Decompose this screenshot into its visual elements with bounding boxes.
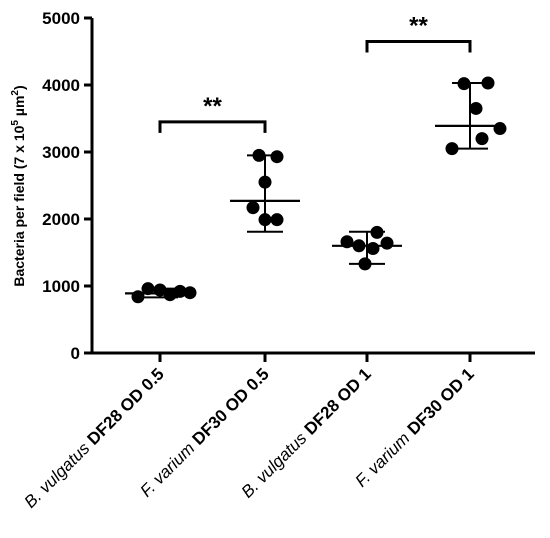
data-point [270, 213, 284, 227]
y-ticks: 0 1000 2000 3000 4000 5000 [42, 9, 92, 363]
x-tick-label-strain: DF28 OD 1 [301, 364, 375, 438]
data-group [125, 282, 197, 304]
x-tick-label-species: B. vulgatus [21, 438, 94, 511]
x-tick-label: F. variumDF30 OD 1 [352, 364, 478, 490]
data-point [173, 284, 187, 298]
data-point [366, 241, 380, 255]
y-tick-label: 4000 [42, 76, 80, 95]
data-point [475, 132, 489, 146]
data-point [258, 175, 272, 189]
y-tick-label: 0 [71, 344, 80, 363]
data-point [258, 213, 272, 227]
x-tick-label-species: B. vulgatus [238, 428, 311, 501]
y-tick-label: 1000 [42, 277, 80, 296]
data-point [131, 290, 145, 304]
bracket-line [158, 120, 267, 133]
y-axis-label-text: Bacteria per field (7 x 105 µm2) [10, 85, 27, 286]
x-tick-label-species: F. varium [352, 429, 414, 491]
y-tick-label: 2000 [42, 210, 80, 229]
x-tick-label-species: F. varium [136, 439, 198, 501]
significance-label: ** [203, 93, 222, 120]
bracket-line [365, 39, 472, 53]
x-tick-label-strain: DF30 OD 0.5 [189, 364, 273, 448]
data-point [481, 76, 495, 90]
significance-bracket: ** [365, 12, 472, 53]
data-point [380, 236, 394, 250]
data-point [358, 257, 372, 271]
data-point [370, 225, 384, 239]
data-point [493, 122, 507, 136]
data-point [163, 288, 177, 302]
x-tick-labels: B. vulgatusDF28 OD 0.5F. variumDF30 OD 0… [21, 364, 478, 511]
data-group [435, 76, 507, 156]
data-point [141, 282, 155, 296]
data-point [445, 142, 459, 156]
y-tick-label: 5000 [42, 9, 80, 28]
data-point [252, 148, 266, 162]
data-group [230, 148, 300, 233]
axes [90, 18, 535, 362]
significance-label: ** [409, 12, 428, 39]
data-point [153, 283, 167, 297]
significance-bracket: ** [158, 93, 267, 133]
x-tick-label-strain: DF28 OD 0.5 [84, 364, 168, 448]
data-groups [125, 76, 507, 304]
data-point [183, 286, 197, 300]
y-axis-label: Bacteria per field (7 x 105 µm2) [10, 85, 27, 286]
data-point [469, 101, 483, 115]
data-point [270, 150, 284, 164]
data-point [246, 201, 260, 215]
y-tick-label: 3000 [42, 143, 80, 162]
significance-brackets: ** ** [158, 12, 472, 133]
x-tick-label-strain: DF30 OD 1 [404, 364, 478, 438]
data-point [457, 77, 471, 91]
data-point [340, 235, 354, 249]
data-point [352, 239, 366, 253]
data-group [332, 225, 402, 271]
